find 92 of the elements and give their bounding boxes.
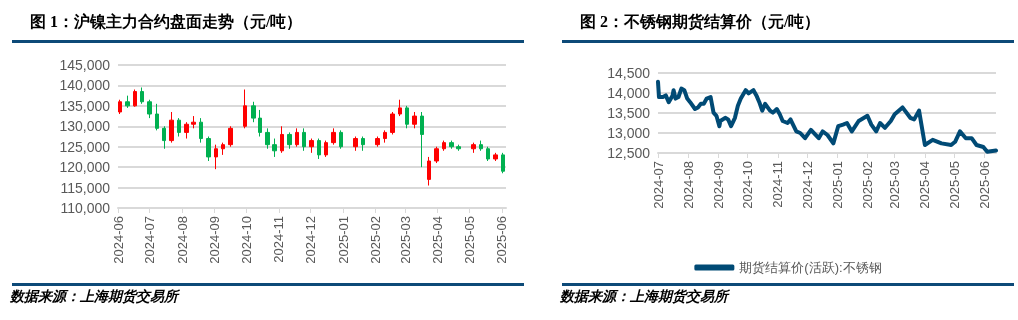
candlestick: [456, 144, 461, 152]
candlestick: [125, 95, 130, 109]
x-tick-label: 2025-05: [946, 161, 962, 209]
x-tick-label: 2024-07: [142, 216, 158, 264]
candlestick: [206, 136, 211, 162]
candlestick: [118, 99, 122, 115]
candlestick: [317, 138, 321, 160]
candlestick: [434, 146, 439, 164]
x-tick-label: 2024-10: [740, 161, 756, 209]
candlestick: [375, 136, 380, 148]
candlestick: [449, 140, 454, 150]
x-tick-label: 2024-09: [207, 216, 223, 264]
candlestick: [353, 136, 358, 152]
candlestick: [155, 103, 159, 131]
candlestick: [272, 138, 277, 158]
candlestick: [479, 140, 483, 152]
x-tick-label: 2025-03: [397, 216, 413, 264]
y-tick-label: 13,500: [607, 105, 651, 121]
source-note: 数据来源：上海期货交易所: [559, 288, 731, 306]
source-note: 数据来源：上海期货交易所: [9, 288, 181, 306]
y-tick-label: 115,000: [60, 179, 111, 196]
x-tick-label: 2025-04: [430, 216, 446, 264]
y-tick-label: 135,000: [59, 97, 111, 114]
y-tick-label: 14,000: [607, 85, 651, 101]
candlestick: [280, 125, 284, 154]
x-tick-label: 2025-02: [859, 161, 875, 209]
y-tick-label: 145,000: [59, 57, 111, 73]
candlestick: [302, 127, 306, 152]
candlestick: [228, 125, 233, 148]
candlestick: [287, 131, 292, 150]
candlestick: [133, 89, 137, 108]
x-tick-label: 2024-08: [174, 216, 190, 264]
candlestick: [383, 129, 387, 144]
x-tick-label: 2024-10: [238, 216, 254, 264]
candlestick: [412, 111, 417, 129]
candlestick: [199, 117, 203, 144]
candlestick: [184, 121, 189, 140]
y-tick-label: 125,000: [59, 138, 111, 155]
candlestick: [331, 127, 336, 146]
candlestick: [251, 101, 256, 123]
candlestick: [427, 156, 431, 187]
candlestick: [501, 152, 505, 174]
y-tick-label: 120,000: [59, 159, 111, 176]
candlestick: [405, 105, 409, 129]
x-tick-label: 2024-11: [770, 161, 786, 208]
y-tick-label: 110,000: [60, 200, 111, 216]
x-tick-label: 2025-01: [829, 161, 845, 209]
y-tick-label: 14,500: [607, 65, 651, 81]
candlestick: [361, 136, 365, 152]
candlestick: [169, 111, 174, 144]
x-tick-label: 2024-08: [680, 161, 696, 209]
chart-title: 图 1：沪镍主力合约盘面走势（元/吨）: [29, 12, 304, 32]
x-tick-label: 2025-04: [917, 161, 933, 209]
candlestick: [214, 144, 218, 170]
candlestick: [140, 86, 144, 105]
x-tick-label: 2025-05: [461, 216, 477, 264]
candlestick: [442, 140, 446, 152]
x-tick-label: 2025-01: [335, 216, 351, 264]
candlestick: [339, 129, 343, 150]
x-tick-label: 2025-06: [494, 216, 510, 264]
candlestick: [177, 117, 181, 137]
y-tick-label: 13,000: [607, 125, 651, 141]
candlestick: [221, 142, 225, 156]
x-tick-label: 2024-12: [799, 161, 815, 209]
candlestick: [295, 127, 299, 148]
x-tick-label: 2024-11: [271, 216, 287, 263]
y-tick-label: 12,500: [607, 145, 651, 161]
x-tick-label: 2024-09: [710, 161, 726, 209]
legend-label: 期货结算价(活跃):不锈钢: [739, 260, 882, 275]
candlestick: [324, 140, 328, 158]
candlestick: [390, 111, 395, 135]
y-tick-label: 130,000: [59, 118, 111, 135]
candlestick: [162, 125, 166, 150]
x-tick-label: 2024-12: [302, 216, 318, 264]
candlestick: [398, 99, 402, 117]
candlestick: [191, 115, 196, 129]
candlestick: [309, 138, 314, 154]
x-tick-label: 2024-07: [650, 161, 666, 209]
candlestick: [265, 127, 270, 150]
candlestick: [258, 109, 262, 137]
candlestick: [486, 146, 490, 162]
candlestick: [420, 111, 424, 168]
chart-title: 图 2：不锈钢期货结算价（元/吨）: [579, 12, 822, 33]
candlestick: [493, 152, 498, 162]
x-tick-label: 2025-02: [368, 216, 384, 264]
x-tick-label: 2025-03: [887, 161, 903, 209]
x-tick-label: 2025-06: [976, 161, 992, 209]
candlestick: [471, 142, 476, 154]
candlestick: [147, 99, 152, 119]
candlestick: [243, 89, 247, 129]
y-tick-label: 140,000: [59, 77, 111, 94]
x-tick-label: 2024-06: [110, 216, 126, 264]
